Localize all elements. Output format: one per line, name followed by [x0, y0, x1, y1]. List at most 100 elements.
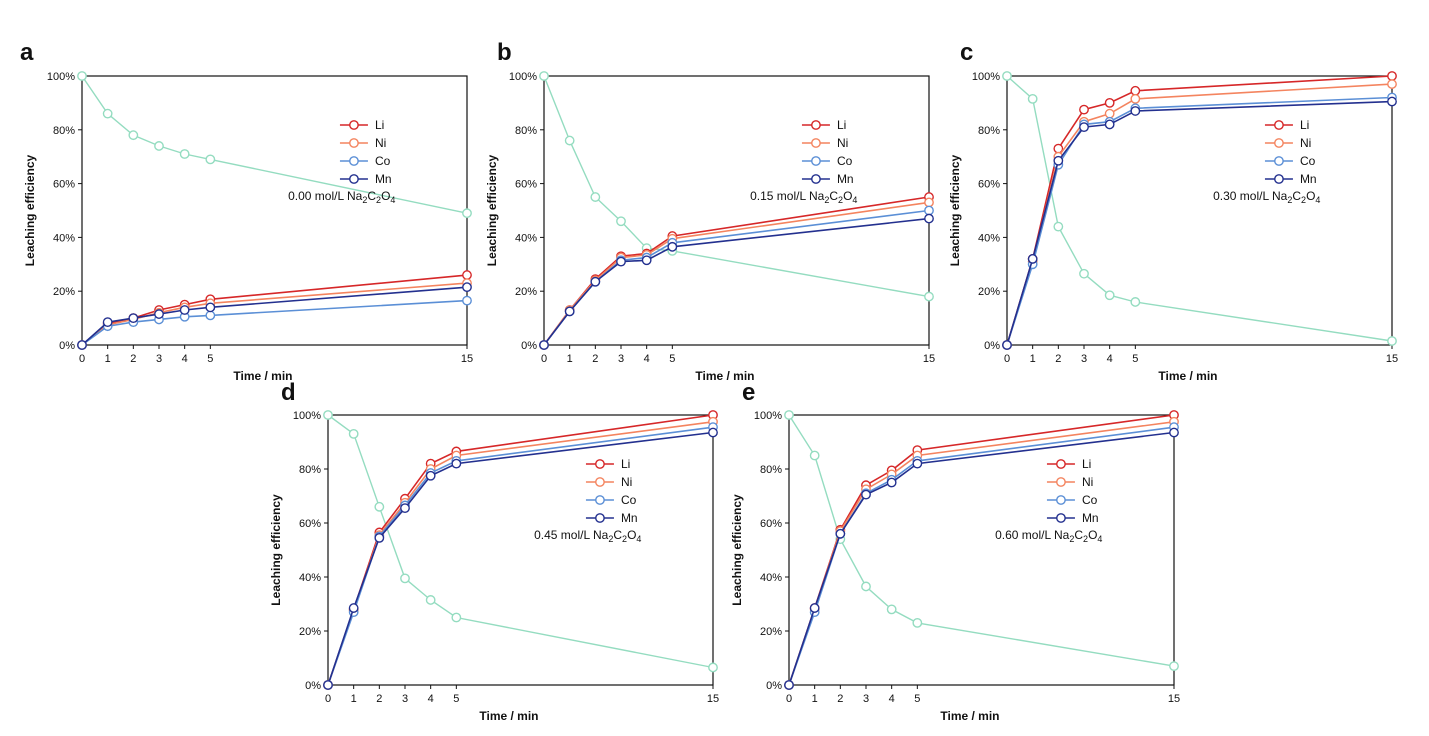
data-point-residual	[462, 208, 472, 219]
data-point-residual	[564, 135, 575, 146]
x-tick-label: 1	[1030, 353, 1036, 365]
y-tick-label: 0%	[984, 340, 1000, 352]
data-point-residual	[708, 662, 718, 673]
x-tick-label: 4	[182, 353, 188, 365]
plot-frame	[327, 414, 714, 686]
series-mn	[323, 427, 718, 690]
data-point-mn	[348, 603, 359, 613]
data-point-residual	[179, 149, 190, 159]
data-point-mn	[886, 477, 897, 488]
series-ni	[323, 416, 718, 690]
series-line-ni	[788, 421, 1175, 686]
y-tick-label: 80%	[515, 125, 537, 137]
data-point-residual	[539, 71, 549, 81]
data-point-co	[924, 205, 934, 216]
data-point-mn	[179, 305, 190, 315]
x-tick-label: 3	[618, 353, 624, 365]
data-point-mn	[1169, 427, 1179, 438]
x-tick-label: 5	[914, 693, 920, 705]
data-point-residual	[451, 612, 462, 623]
legend-label-co: Co	[375, 154, 391, 168]
x-tick-label: 1	[351, 693, 357, 705]
legend-marker-ni	[1274, 138, 1284, 148]
data-point-ni	[1130, 93, 1141, 104]
data-point-residual	[912, 618, 923, 628]
data-point-mn	[835, 528, 846, 539]
x-axis-title: Time / min	[1158, 369, 1217, 383]
series-co	[77, 295, 472, 350]
y-tick-label: 20%	[760, 626, 782, 638]
x-tick-label: 3	[402, 693, 408, 705]
legend-marker-li	[1056, 459, 1066, 469]
y-tick-label: 100%	[293, 410, 321, 422]
x-tick-label: 3	[1081, 353, 1087, 365]
series-line-li	[1006, 75, 1393, 346]
y-tick-label: 40%	[978, 232, 1000, 244]
y-tick-label: 80%	[978, 125, 1000, 137]
data-point-mn	[1130, 106, 1141, 116]
data-point-mn	[451, 458, 462, 469]
y-tick-label: 60%	[978, 179, 1000, 191]
legend-marker-co	[811, 156, 821, 166]
y-tick-label: 20%	[53, 286, 75, 298]
x-tick-label: 5	[453, 693, 459, 705]
data-point-residual	[616, 216, 626, 227]
legend-label-ni: Ni	[621, 475, 632, 489]
data-point-mn	[400, 503, 410, 514]
series-li	[539, 192, 934, 350]
y-tick-label: 40%	[53, 232, 75, 244]
y-axis-title: Leaching efficiency	[269, 494, 283, 606]
y-tick-label: 100%	[972, 71, 1000, 83]
legend-marker-co	[1056, 495, 1066, 505]
data-point-mn	[641, 255, 652, 266]
series-line-co	[1006, 96, 1393, 346]
x-axis-title: Time / min	[695, 369, 754, 383]
series-line-li	[81, 274, 468, 346]
data-point-mn	[102, 317, 113, 328]
panel-letter: d	[281, 379, 296, 406]
series-line-mn	[327, 431, 714, 686]
data-point-mn	[809, 603, 820, 613]
data-point-residual	[1104, 290, 1115, 301]
data-point-residual	[1079, 268, 1089, 279]
y-tick-label: 60%	[760, 518, 782, 530]
data-point-mn	[462, 282, 472, 293]
plot-frame	[788, 414, 1175, 686]
series-line-residual	[543, 75, 930, 298]
legend-label-mn: Mn	[375, 172, 392, 186]
data-point-ni	[1104, 108, 1115, 119]
legend-marker-co	[595, 495, 605, 505]
data-point-mn	[539, 340, 549, 350]
chart-panel-d: d 0 1 2 3 4 5 15 0% 20% 40% 60% 80% 100% Time / min Lea…	[269, 379, 719, 723]
y-axis-title: Leaching efficiency	[730, 494, 744, 606]
data-point-mn	[1079, 122, 1089, 133]
x-tick-label: 2	[837, 693, 843, 705]
panel-letter: c	[960, 39, 973, 66]
series-li	[77, 270, 472, 350]
data-point-residual	[77, 71, 87, 81]
data-point-mn	[154, 309, 164, 319]
legend-label-co: Co	[837, 154, 853, 168]
data-point-mn	[425, 470, 436, 481]
series-line-li	[543, 196, 930, 346]
legend-marker-ni	[595, 477, 605, 487]
x-tick-label: 2	[592, 353, 598, 365]
data-point-residual	[374, 501, 385, 512]
data-point-residual	[1027, 93, 1038, 104]
legend-marker-mn	[349, 174, 359, 184]
legend-marker-li	[1274, 120, 1284, 130]
series-mn	[539, 213, 934, 350]
data-point-mn	[861, 489, 871, 500]
data-point-mn	[77, 340, 87, 350]
y-axis-title: Leaching efficiency	[485, 154, 499, 266]
legend-label-co: Co	[1300, 154, 1316, 168]
x-tick-label: 0	[541, 353, 547, 365]
chart-panel-b: b 0 1 2 3 4 5 15 0% 20% 40% 60% 80% 100% Time / min Lea…	[485, 39, 935, 383]
y-axis-title: Leaching efficiency	[948, 154, 962, 266]
series-residual	[784, 410, 1179, 671]
plot-frame	[1006, 75, 1393, 346]
legend-label-li: Li	[1300, 118, 1309, 132]
series-mn	[1002, 96, 1397, 350]
y-tick-label: 20%	[978, 286, 1000, 298]
x-tick-label: 1	[105, 353, 111, 365]
